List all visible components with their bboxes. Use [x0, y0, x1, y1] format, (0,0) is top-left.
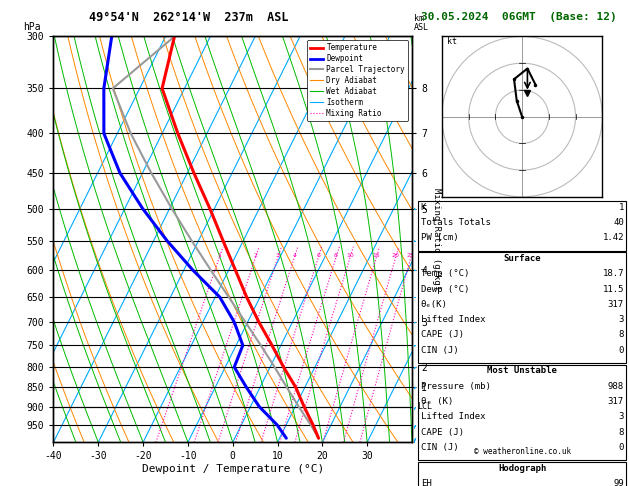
Text: 6: 6 — [316, 253, 320, 258]
Text: PW (cm): PW (cm) — [421, 233, 459, 243]
Text: 10: 10 — [346, 253, 354, 258]
Text: 2: 2 — [253, 253, 257, 258]
Text: 0: 0 — [618, 346, 624, 355]
Text: 988: 988 — [608, 382, 624, 391]
Text: 4: 4 — [292, 253, 296, 258]
Text: 11.5: 11.5 — [603, 285, 624, 294]
Text: hPa: hPa — [23, 22, 41, 33]
Text: 8: 8 — [334, 253, 338, 258]
Text: CIN (J): CIN (J) — [421, 443, 459, 452]
Text: CAPE (J): CAPE (J) — [421, 330, 464, 340]
Text: 3: 3 — [276, 253, 280, 258]
Text: 3: 3 — [618, 315, 624, 324]
Text: 40: 40 — [613, 218, 624, 227]
Text: km
ASL: km ASL — [414, 15, 429, 33]
Text: Lifted Index: Lifted Index — [421, 315, 486, 324]
Text: 18.7: 18.7 — [603, 269, 624, 278]
Text: CAPE (J): CAPE (J) — [421, 428, 464, 437]
Text: θₑ (K): θₑ (K) — [421, 397, 453, 406]
Text: 8: 8 — [618, 330, 624, 340]
Legend: Temperature, Dewpoint, Parcel Trajectory, Dry Adiabat, Wet Adiabat, Isotherm, Mi: Temperature, Dewpoint, Parcel Trajectory… — [306, 40, 408, 121]
Text: 15: 15 — [372, 253, 380, 258]
Text: 25: 25 — [407, 253, 415, 258]
Text: θₑ(K): θₑ(K) — [421, 300, 448, 309]
Text: 1: 1 — [618, 203, 624, 212]
Text: Lifted Index: Lifted Index — [421, 413, 486, 421]
Text: EH: EH — [421, 479, 431, 486]
Text: 3: 3 — [618, 413, 624, 421]
Text: Temp (°C): Temp (°C) — [421, 269, 469, 278]
Y-axis label: Mixing Ratio (g/kg): Mixing Ratio (g/kg) — [431, 188, 441, 291]
Text: 30.05.2024  06GMT  (Base: 12): 30.05.2024 06GMT (Base: 12) — [421, 12, 617, 22]
Text: Hodograph: Hodograph — [498, 464, 546, 473]
X-axis label: Dewpoint / Temperature (°C): Dewpoint / Temperature (°C) — [142, 464, 324, 474]
Text: LCL: LCL — [418, 402, 433, 411]
Text: 317: 317 — [608, 300, 624, 309]
Text: 1: 1 — [217, 253, 221, 258]
Text: 8: 8 — [618, 428, 624, 437]
Text: 0: 0 — [618, 443, 624, 452]
Text: © weatheronline.co.uk: © weatheronline.co.uk — [474, 447, 571, 456]
Text: Pressure (mb): Pressure (mb) — [421, 382, 491, 391]
Text: Most Unstable: Most Unstable — [487, 366, 557, 376]
Text: K: K — [421, 203, 426, 212]
Text: 20: 20 — [392, 253, 399, 258]
Text: CIN (J): CIN (J) — [421, 346, 459, 355]
Text: 49°54'N  262°14'W  237m  ASL: 49°54'N 262°14'W 237m ASL — [89, 11, 289, 23]
Text: 317: 317 — [608, 397, 624, 406]
Text: Dewp (°C): Dewp (°C) — [421, 285, 469, 294]
Text: kt: kt — [447, 37, 457, 47]
Text: 1.42: 1.42 — [603, 233, 624, 243]
Text: Totals Totals: Totals Totals — [421, 218, 491, 227]
Text: 99: 99 — [613, 479, 624, 486]
Text: Surface: Surface — [503, 254, 541, 263]
